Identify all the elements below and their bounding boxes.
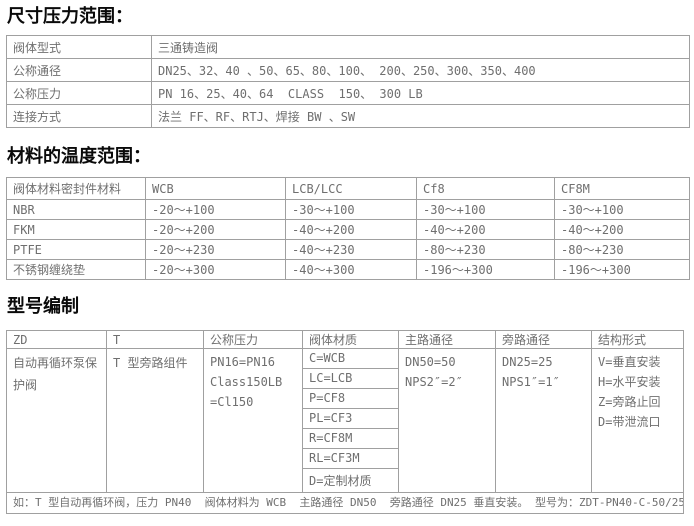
col-header-material: 阀体材料密封件材料 — [6, 177, 146, 200]
cell-value: -40～+200 — [285, 219, 417, 240]
col-header-main-path-diameter: 主路通径 — [398, 330, 496, 349]
structure-code: Z=旁路止回 — [598, 395, 661, 409]
table-row: PTFE -20～+230 -40～+230 -80～+230 -80～+230 — [6, 239, 690, 260]
cell-zd-description: 自动再循环泵保护阀 — [6, 348, 107, 493]
cell-value: -20～+100 — [145, 199, 286, 220]
col-header-t: T — [106, 330, 204, 349]
table-row: 公称压力 PN 16、25、40、64 CLASS 150、 300 LB — [6, 81, 690, 105]
material-code: D=定制材质 — [309, 474, 372, 488]
cell-value: -40～+230 — [285, 239, 417, 260]
col-header-nominal-pressure: 公称压力 — [203, 330, 303, 349]
table-row: 连接方式 法兰 FF、RF、RTJ、焊接 BW 、SW — [6, 104, 690, 128]
table-header-row: ZD T 公称压力 阀体材质 主路通径 旁路通径 结构形式 — [6, 330, 684, 349]
col-header-zd: ZD — [6, 330, 107, 349]
cell-value: -30～+100 — [416, 199, 555, 220]
main-path-code: NPS2″=2″ — [405, 375, 463, 389]
cell-main-path-codes: DN50=50 NPS2″=2″ — [398, 348, 496, 493]
section-title-material-temperature-range: 材料的温度范围： — [7, 146, 151, 167]
col-header-wcb: WCB — [145, 177, 286, 200]
table-row: 不锈钢缠绕垫 -20～+300 -40～+300 -196～+300 -196～… — [6, 259, 690, 280]
table-row: FKM -20～+200 -40～+200 -40～+200 -40～+200 — [6, 219, 690, 240]
row-label-body-type: 阀体型式 — [6, 35, 152, 59]
material-code: R=CF8M — [303, 429, 398, 449]
table-row: NBR -20～+100 -30～+100 -30～+100 -30～+100 — [6, 199, 690, 220]
model-numbering-table: ZD T 公称压力 阀体材质 主路通径 旁路通径 结构形式 自动再循环泵保护阀 … — [6, 330, 684, 514]
cell-value: -30～+100 — [554, 199, 690, 220]
row-value-connection-type: 法兰 FF、RF、RTJ、焊接 BW 、SW — [151, 104, 690, 128]
material-code: PL=CF3 — [303, 409, 398, 429]
material-code: RL=CF3M — [303, 449, 398, 469]
cell-pressure-codes: PN16=PN16 Class150LB =Cl150 — [203, 348, 303, 493]
col-header-bypass-diameter: 旁路通径 — [495, 330, 592, 349]
row-label-nominal-diameter: 公称通径 — [6, 58, 152, 82]
material-code: C=WCB — [303, 350, 398, 369]
cell-value: -80～+230 — [554, 239, 690, 260]
row-label-fkm: FKM — [6, 219, 146, 240]
table-body-row: 自动再循环泵保护阀 T 型旁路组件 PN16=PN16 Class150LB =… — [6, 348, 684, 493]
cell-value: -30～+100 — [285, 199, 417, 220]
material-code: LC=LCB — [303, 369, 398, 389]
row-label-nominal-pressure: 公称压力 — [6, 81, 152, 105]
row-label-nbr: NBR — [6, 199, 146, 220]
cell-bypass-codes: DN25=25 NPS1″=1″ — [495, 348, 592, 493]
cell-value: -196～+300 — [554, 259, 690, 280]
section-title-size-pressure-range: 尺寸压力范围： — [7, 6, 133, 27]
material-temperature-table: 阀体材料密封件材料 WCB LCB/LCC Cf8 CF8M NBR -20～+… — [6, 177, 690, 280]
col-header-cf8: Cf8 — [416, 177, 555, 200]
row-label-ptfe: PTFE — [6, 239, 146, 260]
cell-value: -40～+300 — [285, 259, 417, 280]
cell-value: -196～+300 — [416, 259, 555, 280]
structure-code: D=带泄流口 — [598, 415, 661, 429]
table-row: 阀体型式 三通铸造阀 — [6, 35, 690, 59]
col-header-lcb-lcc: LCB/LCC — [285, 177, 417, 200]
material-code: P=CF8 — [303, 389, 398, 409]
bypass-code: DN25=25 — [502, 355, 553, 369]
spec-page: { "colors": { "background": "#ffffff", "… — [0, 6, 694, 526]
cell-value: -40～+200 — [416, 219, 555, 240]
col-header-body-material: 阀体材质 — [302, 330, 399, 349]
row-value-body-type: 三通铸造阀 — [151, 35, 690, 59]
cell-value: -20～+230 — [145, 239, 286, 260]
model-example-note: 如：T 型自动再循环阀，压力 PN40 阀体材料为 WCB 主路通径 DN50 … — [6, 492, 684, 514]
pressure-code: Class150LB — [210, 375, 283, 389]
cell-value: -20～+300 — [145, 259, 286, 280]
size-pressure-table: 阀体型式 三通铸造阀 公称通径 DN25、32、40 、50、65、80、100… — [6, 35, 690, 128]
row-value-nominal-diameter: DN25、32、40 、50、65、80、100、 200、250、300、35… — [151, 58, 690, 82]
cell-structure-codes: V=垂直安装 H=水平安装 Z=旁路止回 D=带泄流口 — [591, 348, 684, 493]
structure-code: V=垂直安装 — [598, 355, 661, 369]
section-title-model-numbering: 型号编制 — [7, 296, 79, 317]
bypass-code: NPS1″=1″ — [502, 375, 560, 389]
table-header-row: 阀体材料密封件材料 WCB LCB/LCC Cf8 CF8M — [6, 177, 690, 200]
table-row: 公称通径 DN25、32、40 、50、65、80、100、 200、250、3… — [6, 58, 690, 82]
col-header-structure-type: 结构形式 — [591, 330, 684, 349]
col-header-cf8m: CF8M — [554, 177, 690, 200]
row-label-spiral-wound-gasket: 不锈钢缠绕垫 — [6, 259, 146, 280]
structure-code: H=水平安装 — [598, 375, 661, 389]
cell-t-description: T 型旁路组件 — [106, 348, 204, 493]
cell-value: -40～+200 — [554, 219, 690, 240]
row-label-connection-type: 连接方式 — [6, 104, 152, 128]
row-value-nominal-pressure: PN 16、25、40、64 CLASS 150、 300 LB — [151, 81, 690, 105]
main-path-code: DN50=50 — [405, 355, 456, 369]
cell-material-codes: C=WCB LC=LCB P=CF8 PL=CF3 R=CF8M RL=CF3M… — [302, 348, 399, 493]
pressure-code: PN16=PN16 — [210, 355, 276, 369]
table-note-row: 如：T 型自动再循环阀，压力 PN40 阀体材料为 WCB 主路通径 DN50 … — [6, 492, 684, 514]
cell-value: -20～+200 — [145, 219, 286, 240]
pressure-code: =Cl150 — [210, 395, 254, 409]
cell-value: -80～+230 — [416, 239, 555, 260]
